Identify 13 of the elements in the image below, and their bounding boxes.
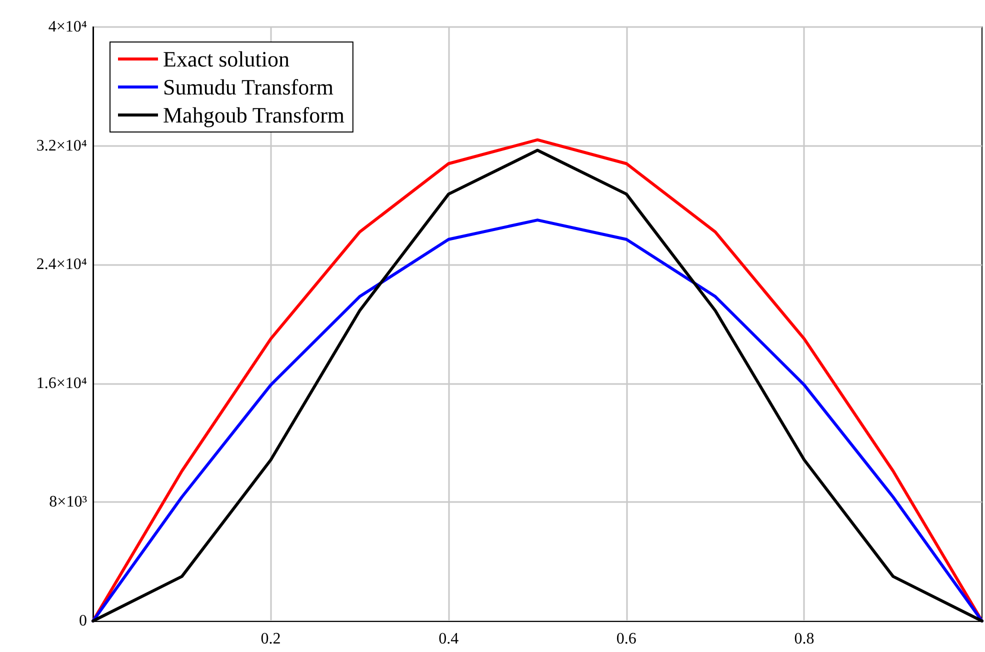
legend-label: Sumudu Transform xyxy=(163,74,334,100)
legend-label: Exact solution xyxy=(163,46,290,72)
legend-label: Mahgoub Transform xyxy=(163,102,345,128)
x-tick-label: 0.4 xyxy=(438,630,459,648)
y-tick-label: 8×10³ xyxy=(49,494,88,511)
x-tick-label: 0.8 xyxy=(794,630,814,648)
y-tick-label: 0 xyxy=(79,612,87,630)
x-tick-label: 0.6 xyxy=(616,630,636,648)
x-tick-label: 0.2 xyxy=(260,630,281,648)
y-tick-label: 4×10⁴ xyxy=(48,18,88,36)
y-tick-label: 3.2×10⁴ xyxy=(36,137,88,154)
y-tick-label: 2.4×10⁴ xyxy=(36,256,88,274)
y-tick-label: 1.6×10⁴ xyxy=(36,374,88,392)
